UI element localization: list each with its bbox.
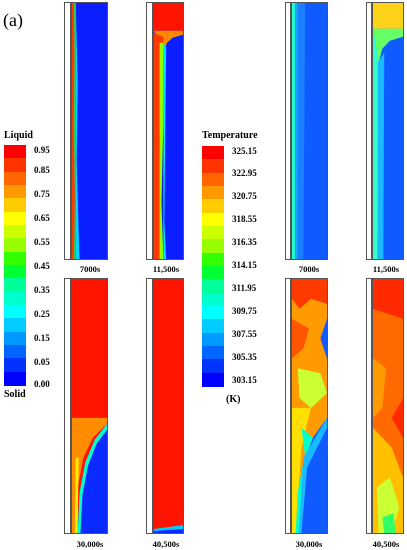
liquid-tick: 0.25 bbox=[34, 309, 50, 319]
liquid-tick: 0.95 bbox=[34, 145, 50, 155]
temperature-tick: 303.15 bbox=[232, 375, 257, 385]
wall-strip bbox=[64, 2, 71, 260]
wall-strip bbox=[146, 2, 153, 260]
temperature-color-swatch bbox=[202, 146, 224, 160]
temperature-color-swatch bbox=[202, 279, 224, 294]
time-label: 11,500s bbox=[152, 264, 180, 274]
wall-strip bbox=[146, 278, 153, 534]
temperature-tick: 322.95 bbox=[232, 168, 257, 178]
temperature-column-7000s bbox=[291, 2, 328, 260]
liquid-color-swatch bbox=[4, 145, 26, 159]
temperature-color-swatch bbox=[202, 372, 224, 387]
temperature-tick: 325.15 bbox=[232, 146, 257, 156]
temperature-tick: 307.55 bbox=[232, 329, 257, 339]
temperature-color-swatch bbox=[202, 226, 224, 240]
temperature-color-swatch bbox=[202, 346, 224, 360]
liquid-tick: 0.00 bbox=[34, 379, 50, 389]
temperature-color-swatch bbox=[202, 199, 224, 214]
wall-strip bbox=[285, 2, 291, 260]
temperature-tick: 320.75 bbox=[232, 191, 257, 201]
liquid-legend-bottom-label: Solid bbox=[4, 389, 26, 400]
liquid-tick: 0.35 bbox=[34, 285, 50, 295]
temperature-color-swatch bbox=[202, 239, 224, 254]
temperature-color-swatch bbox=[202, 172, 224, 187]
liquid-tick: 0.15 bbox=[34, 333, 50, 343]
temperature-column-11500s bbox=[372, 2, 404, 260]
temperature-column-30000s bbox=[291, 278, 328, 534]
panel-label: (a) bbox=[3, 10, 23, 30]
temperature-color-swatch bbox=[202, 212, 224, 227]
temperature-tick: 309.75 bbox=[232, 306, 257, 316]
temperature-color-swatch bbox=[202, 319, 224, 334]
liquid-tick: 0.75 bbox=[34, 189, 50, 199]
temperature-legend-title: Temperature bbox=[202, 130, 258, 141]
temperature-color-swatch bbox=[202, 252, 224, 267]
liquid-color-swatch bbox=[4, 345, 26, 359]
temperature-tick: 316.35 bbox=[232, 237, 257, 247]
temperature-color-swatch bbox=[202, 266, 224, 280]
liquid-tick: 0.45 bbox=[34, 261, 50, 271]
liquid-column-7000s bbox=[71, 2, 108, 260]
temperature-tick: 318.55 bbox=[232, 214, 257, 224]
temperature-color-swatch bbox=[202, 332, 224, 347]
temperature-color-swatch bbox=[202, 292, 224, 307]
liquid-column-11500s bbox=[153, 2, 184, 260]
time-label: 7000s bbox=[298, 264, 320, 274]
wall-strip bbox=[285, 278, 291, 534]
liquid-color-swatch bbox=[4, 358, 26, 373]
liquid-color-swatch bbox=[4, 305, 26, 319]
liquid-color-swatch bbox=[4, 251, 26, 266]
liquid-tick: 0.05 bbox=[34, 357, 50, 367]
time-label: 7000s bbox=[79, 264, 101, 274]
liquid-color-swatch bbox=[4, 158, 26, 173]
liquid-tick-labels: 0.95 0.85 0.75 0.65 0.55 0.45 0.35 0.25 … bbox=[34, 145, 74, 389]
liquid-tick: 0.65 bbox=[34, 213, 50, 223]
wall-strip bbox=[366, 2, 372, 260]
liquid-tick: 0.85 bbox=[34, 165, 50, 175]
liquid-color-swatch bbox=[4, 238, 26, 253]
temperature-tick: 311.95 bbox=[232, 283, 257, 293]
temperature-legend-unit: (K) bbox=[226, 394, 241, 405]
liquid-column-30000s bbox=[71, 278, 108, 534]
liquid-colorbar bbox=[4, 145, 26, 386]
time-label: 30,000s bbox=[295, 539, 323, 549]
liquid-color-swatch bbox=[4, 185, 26, 199]
temperature-colorbar bbox=[202, 146, 224, 387]
liquid-color-swatch bbox=[4, 331, 26, 346]
liquid-color-swatch bbox=[4, 198, 26, 213]
liquid-color-swatch bbox=[4, 211, 26, 226]
liquid-color-swatch bbox=[4, 265, 26, 279]
time-label: 11,500s bbox=[372, 264, 400, 274]
liquid-legend-title: Liquid bbox=[4, 130, 33, 141]
wall-strip bbox=[366, 278, 372, 534]
liquid-color-swatch bbox=[4, 318, 26, 333]
temperature-color-swatch bbox=[202, 159, 224, 174]
time-label: 40,500s bbox=[372, 539, 400, 549]
temperature-tick-labels: 325.15 322.95 320.75 318.55 316.35 314.1… bbox=[232, 146, 282, 386]
wall-strip bbox=[64, 278, 71, 534]
temperature-color-swatch bbox=[202, 186, 224, 200]
liquid-color-swatch bbox=[4, 291, 26, 306]
liquid-column-40500s bbox=[153, 278, 184, 534]
liquid-color-swatch bbox=[4, 278, 26, 293]
temperature-tick: 314.15 bbox=[232, 260, 257, 270]
time-label: 30,000s bbox=[76, 539, 104, 549]
liquid-tick: 0.55 bbox=[34, 237, 50, 247]
temperature-color-swatch bbox=[202, 359, 224, 374]
temperature-column-40500s bbox=[372, 278, 404, 534]
liquid-color-swatch bbox=[4, 371, 26, 386]
temperature-tick: 305.35 bbox=[232, 352, 257, 362]
liquid-color-swatch bbox=[4, 171, 26, 186]
liquid-color-swatch bbox=[4, 225, 26, 239]
time-label: 40,500s bbox=[152, 539, 180, 549]
temperature-color-swatch bbox=[202, 306, 224, 320]
